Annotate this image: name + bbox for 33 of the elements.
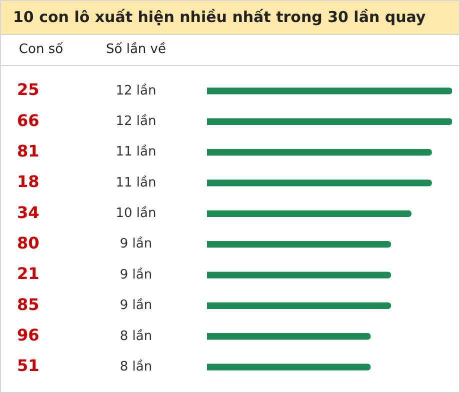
y-tick-label: 96	[17, 326, 40, 345]
y-tick-label: 66	[17, 110, 40, 130]
bar	[207, 302, 392, 310]
data-label: 9 lần	[120, 266, 152, 282]
text: Con số	[18, 41, 64, 59]
data-label: 9 lần	[120, 236, 152, 252]
y-tick-label: 21	[17, 264, 40, 284]
y-tick-label: 80	[17, 233, 40, 252]
bar	[207, 333, 371, 340]
data-label: 12 lần	[116, 82, 156, 98]
y-tick-label: 34	[17, 202, 40, 222]
bar	[207, 364, 371, 370]
chart-title: 10 con lô xuất hiện nhiều nhất trong 30 lần quay	[1, 1, 459, 35]
data-label: 8 lần	[120, 328, 152, 344]
y-tick-label: 81	[17, 141, 40, 160]
bar	[207, 241, 392, 248]
bar	[207, 88, 452, 94]
y-tick-label: 85	[17, 294, 40, 314]
data-label: 10 lần	[116, 205, 156, 222]
y-tick-label: 18	[17, 172, 40, 192]
bar	[207, 118, 452, 125]
y-tick-label: 25	[17, 80, 40, 100]
data-label: 8 lần	[120, 358, 152, 374]
bar	[207, 210, 412, 217]
bar	[207, 272, 392, 278]
bar	[207, 180, 432, 186]
data-label: 12 lần	[116, 112, 156, 129]
y-tick-label: 51	[17, 356, 40, 376]
data-label: 9 lần	[120, 297, 152, 314]
text: Số lần về	[105, 41, 167, 59]
data-label: 11 lần	[116, 144, 156, 160]
bar	[207, 148, 432, 156]
data-label: 11 lần	[116, 174, 156, 190]
